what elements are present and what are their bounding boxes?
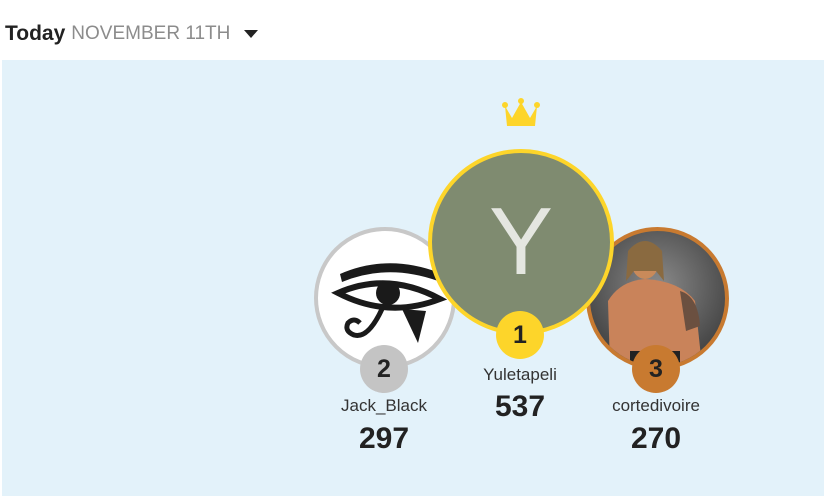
leaderboard-header: Today NOVEMBER 11TH xyxy=(5,20,259,48)
avatar-letter: Y xyxy=(488,188,554,295)
podium-panel: 2 Jack_Black 297 3 cortedivoire 270 Y 1 … xyxy=(2,60,824,496)
player-name-1[interactable]: Yuletapeli xyxy=(483,365,557,384)
crown-icon xyxy=(502,98,540,126)
rank-badge-1: 1 xyxy=(496,311,544,359)
caret-down-icon[interactable] xyxy=(244,30,259,38)
player-score-2: 297 xyxy=(358,422,410,455)
player-name-3[interactable]: cortedivoire xyxy=(612,396,700,415)
avatar-rank-1[interactable]: Y xyxy=(428,149,614,335)
rank-badge-3: 3 xyxy=(632,345,680,393)
rank-badge-2: 2 xyxy=(360,345,408,393)
period-title: Today xyxy=(5,22,66,45)
player-name-2[interactable]: Jack_Black xyxy=(341,396,427,415)
date-label[interactable]: NOVEMBER 11TH xyxy=(71,23,231,44)
player-score-3: 270 xyxy=(630,422,682,455)
eye-of-horus-icon xyxy=(331,263,448,343)
player-score-1: 537 xyxy=(494,390,546,423)
